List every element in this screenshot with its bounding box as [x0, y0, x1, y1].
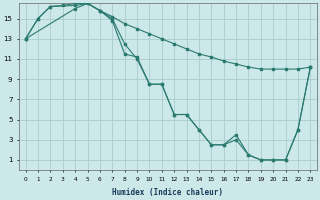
- X-axis label: Humidex (Indice chaleur): Humidex (Indice chaleur): [112, 188, 223, 197]
